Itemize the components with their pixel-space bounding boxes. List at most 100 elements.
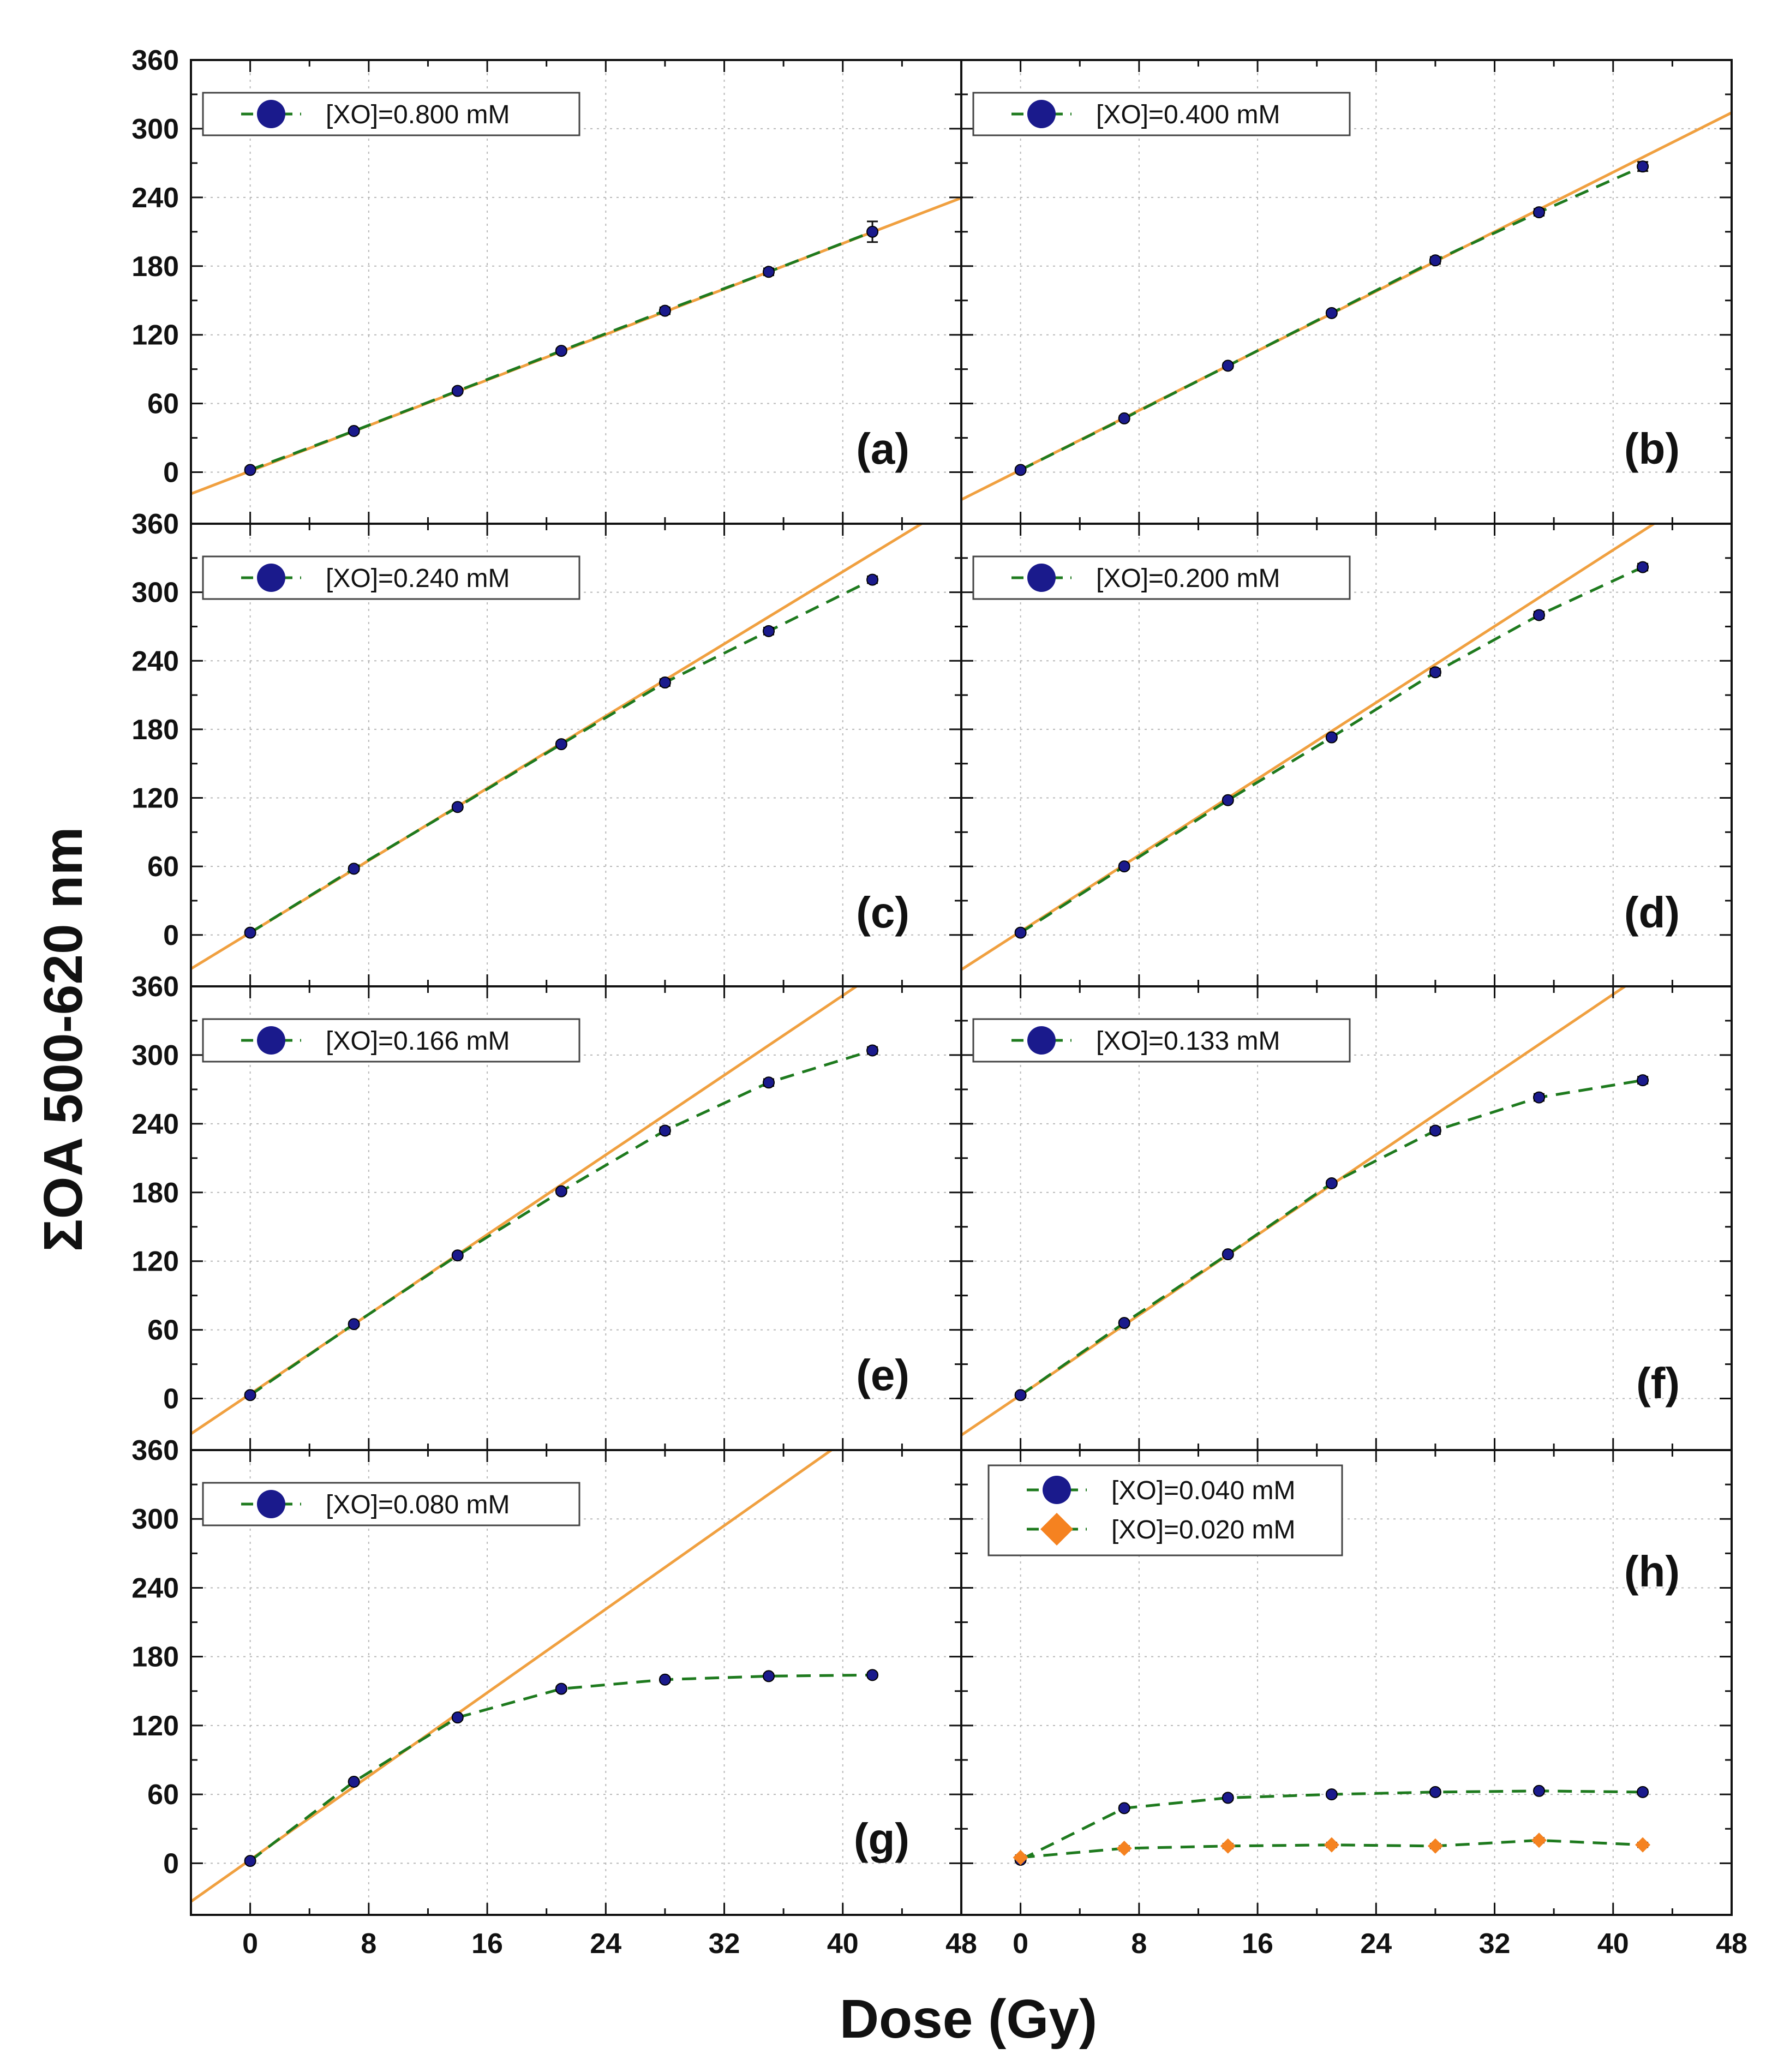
y-tick-label: 300 xyxy=(131,113,179,145)
x-tick-label: 8 xyxy=(361,1928,376,1960)
data-point xyxy=(658,1673,671,1686)
data-point xyxy=(1116,1840,1132,1856)
y-tick-label: 360 xyxy=(131,971,179,1003)
panel-b: (b) [XO]=0.400 mM xyxy=(960,59,1733,525)
legend-entry: [XO]=0.800 mM xyxy=(326,100,510,129)
data-point xyxy=(1531,1833,1547,1848)
y-tick-label: 180 xyxy=(131,714,179,746)
legend-marker xyxy=(1043,1476,1071,1504)
legend-marker xyxy=(1027,100,1056,128)
data-point xyxy=(1533,609,1545,621)
y-tick-label: 0 xyxy=(163,457,179,489)
legend: [XO]=0.040 mM [XO]=0.020 mM xyxy=(987,1464,1343,1556)
data-point xyxy=(763,625,775,637)
data-point xyxy=(1429,1124,1441,1137)
y-tick-label: 60 xyxy=(147,851,179,883)
x-tick-label: 40 xyxy=(1597,1928,1629,1960)
plot-area xyxy=(191,986,879,1435)
legend: [XO]=0.133 mM xyxy=(972,1018,1351,1063)
panel-label: (a) xyxy=(856,424,909,473)
legend: [XO]=0.200 mM xyxy=(972,555,1351,600)
grid xyxy=(961,523,1732,986)
legend-entry: [XO]=0.200 mM xyxy=(1096,564,1280,593)
data-point xyxy=(244,1855,256,1867)
plot-area xyxy=(1013,1784,1651,1866)
y-tick-label: 120 xyxy=(131,320,179,351)
y-tick-label: 120 xyxy=(131,783,179,815)
data-point xyxy=(1118,412,1130,424)
data-point xyxy=(1637,1074,1649,1087)
data-point xyxy=(1325,731,1338,744)
panel-d: (d) [XO]=0.200 mM xyxy=(960,523,1733,987)
plot-area xyxy=(961,111,1732,501)
data-point xyxy=(348,863,360,875)
data-point xyxy=(244,926,256,939)
panel-f: (f) [XO]=0.133 mM xyxy=(960,985,1733,1451)
data-point xyxy=(763,1670,775,1682)
x-tick-label: 0 xyxy=(1013,1928,1028,1960)
legend-entry: [XO]=0.166 mM xyxy=(326,1027,510,1056)
data-point xyxy=(555,345,567,357)
legend-entry: [XO]=0.080 mM xyxy=(326,1490,510,1519)
data-point xyxy=(1222,1248,1234,1261)
y-tick-label: 300 xyxy=(131,577,179,609)
data-point xyxy=(1222,1792,1234,1804)
x-tick-label: 40 xyxy=(827,1928,859,1960)
legend-entry: [XO]=0.240 mM xyxy=(326,564,510,593)
y-tick-label: 360 xyxy=(131,508,179,540)
data-point xyxy=(763,1076,775,1089)
data-point xyxy=(1429,666,1441,679)
data-point xyxy=(1325,1177,1338,1189)
legend-marker xyxy=(1027,564,1056,592)
panel-h: (h) [XO]=0.040 mM [XO]=0.020 mM xyxy=(960,1449,1733,1916)
legend-marker xyxy=(257,100,285,128)
data-point xyxy=(348,1775,360,1788)
y-axis-title: ΣOA 500-620 nm xyxy=(33,827,94,1252)
y-tick-label: 360 xyxy=(131,1435,179,1466)
panel-label: (c) xyxy=(856,888,909,937)
legend: [XO]=0.080 mM xyxy=(202,1482,580,1526)
panel-label: (h) xyxy=(1624,1547,1680,1596)
data-point xyxy=(1533,1091,1545,1104)
legend: [XO]=0.400 mM xyxy=(972,92,1351,136)
y-tick-label: 240 xyxy=(131,1572,179,1604)
y-tick-label: 60 xyxy=(147,388,179,420)
data-point xyxy=(866,1044,879,1057)
data-point xyxy=(1427,1838,1443,1854)
x-tick-label: 32 xyxy=(709,1928,740,1960)
y-tick-label: 180 xyxy=(131,1642,179,1673)
y-tick-label: 0 xyxy=(163,1384,179,1415)
x-tick-label: 8 xyxy=(1131,1928,1147,1960)
panel-label: (f) xyxy=(1636,1359,1680,1408)
panel-frame xyxy=(960,1449,1733,1916)
data-point xyxy=(555,738,567,751)
data-point xyxy=(451,1711,464,1724)
plot-area xyxy=(191,524,924,970)
x-tick-label: 48 xyxy=(1716,1928,1747,1960)
data-point xyxy=(451,1249,464,1262)
data-point xyxy=(555,1682,567,1695)
legend-marker xyxy=(1040,1513,1073,1546)
data-point xyxy=(555,1185,567,1197)
data-point xyxy=(1429,1786,1441,1798)
x-tick-label: 48 xyxy=(945,1928,977,1960)
y-tick-label: 240 xyxy=(131,1109,179,1140)
legend-entry: [XO]=0.133 mM xyxy=(1096,1027,1280,1056)
data-point xyxy=(1014,1389,1027,1402)
legend-entry: [XO]=0.020 mM xyxy=(1111,1516,1295,1544)
data-point xyxy=(658,304,671,317)
data-point xyxy=(1118,1317,1130,1330)
data-point xyxy=(1014,926,1027,939)
data-point xyxy=(763,266,775,278)
legend-marker xyxy=(257,564,285,592)
data-point xyxy=(1325,1788,1338,1801)
data-point xyxy=(658,676,671,689)
data-point xyxy=(244,1389,256,1402)
panel-label: (e) xyxy=(856,1351,909,1399)
y-tick-label: 180 xyxy=(131,1177,179,1209)
linear-fit-line xyxy=(191,1450,834,1903)
x-tick-label: 16 xyxy=(471,1928,503,1960)
data-point xyxy=(1637,561,1649,573)
legend-marker xyxy=(257,1026,285,1055)
